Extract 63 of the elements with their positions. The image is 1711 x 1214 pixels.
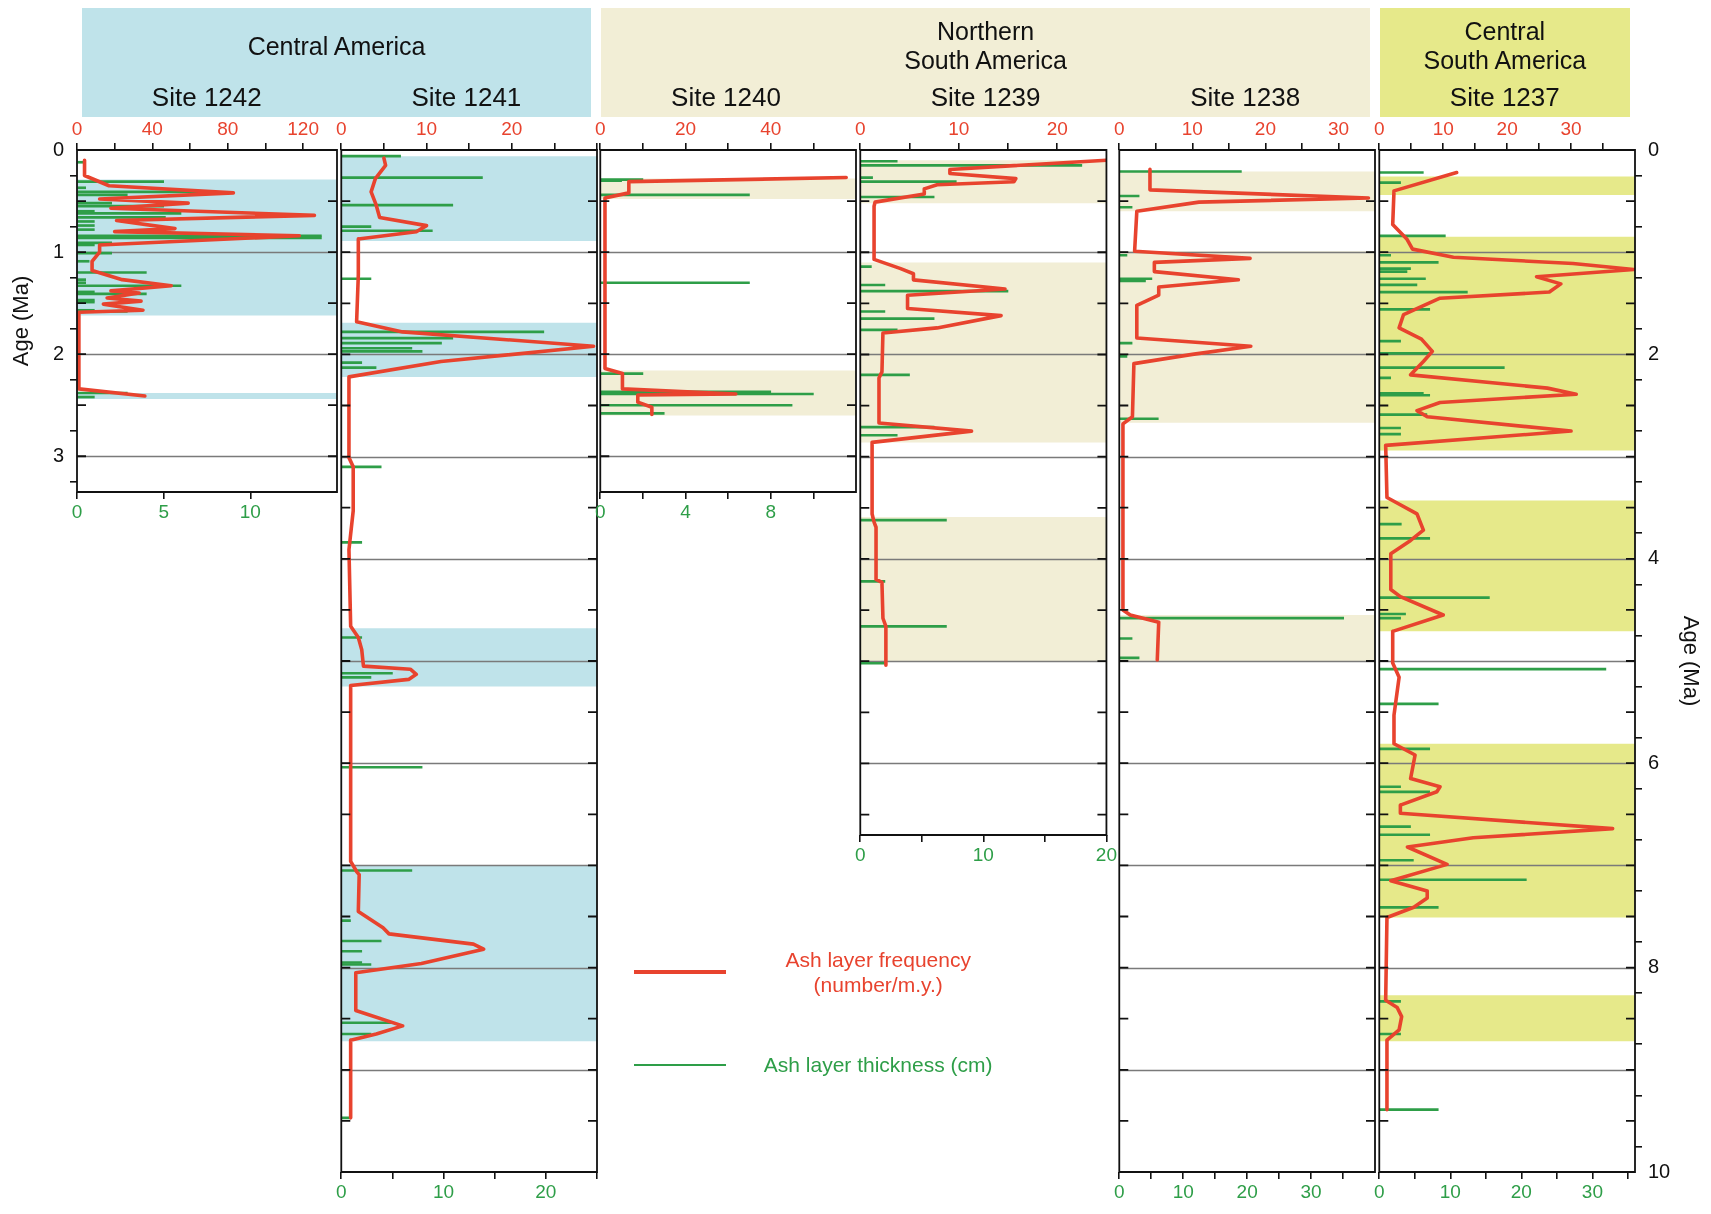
x2-tick-label: 40	[141, 117, 163, 139]
y-tick-label: 0	[1648, 137, 1660, 160]
chart-title: Site 1242	[150, 81, 263, 114]
chart-title: Site 1239	[929, 81, 1042, 114]
x2-tick-label: 10	[1432, 117, 1454, 139]
x-tick-label: 10	[239, 500, 261, 522]
chart-subtitle: Central South America	[1423, 17, 1587, 74]
legend-label: Ash layer thickness (cm)	[762, 1052, 994, 1078]
x2-tick-label: 20	[1496, 117, 1518, 139]
x-tick-label: 20	[1095, 843, 1117, 865]
x2-tick-label: 10	[415, 117, 437, 139]
y-tick-label: 10	[1648, 1159, 1671, 1182]
x2-tick-label: 0	[854, 117, 866, 139]
x2-tick-label: 20	[675, 117, 697, 139]
y-tick-label: 4	[1648, 546, 1660, 569]
y-tick-label: 2	[52, 341, 64, 364]
x2-tick-label: 80	[217, 117, 239, 139]
x-tick-label: 20	[1510, 1180, 1532, 1202]
x-tick-label: 0	[854, 843, 866, 865]
x2-tick-label: 0	[1114, 117, 1125, 139]
text: Ash layer frequency (number/m.y.)	[784, 947, 972, 998]
y-tick-label: 8	[1648, 955, 1660, 978]
chart-title: Site 1237	[1448, 81, 1561, 114]
x2-tick-label: 30	[1560, 117, 1582, 139]
chart-title: Site 1240	[670, 81, 782, 114]
x-tick-label: 8	[765, 500, 777, 522]
x-tick-label: 20	[534, 1180, 557, 1202]
x2-tick-label: 0	[1373, 117, 1385, 139]
x-tick-label: 30	[1300, 1180, 1323, 1202]
y-axis-title: Age (Ma)	[8, 275, 34, 367]
x2-tick-label: 10	[1182, 117, 1204, 139]
chart-subtitle: Central America	[247, 31, 426, 60]
y-tick-label: 0	[52, 137, 64, 160]
x-tick-label: 0	[1114, 1180, 1125, 1202]
chart-title: Site 1238	[1189, 81, 1302, 114]
x2-tick-label: 20	[1046, 117, 1068, 139]
x-tick-label: 10	[1439, 1180, 1461, 1202]
x2-tick-label: 0	[71, 117, 83, 139]
x2-tick-label: 10	[947, 117, 970, 139]
x2-tick-label: 0	[595, 117, 606, 139]
x-tick-label: 20	[1236, 1180, 1259, 1202]
x2-tick-label: 20	[1255, 117, 1277, 139]
y-tick-label: 6	[1648, 750, 1660, 773]
y-tick-label: 3	[52, 443, 64, 466]
x2-tick-label: 0	[335, 117, 347, 139]
x-tick-label: 10	[972, 843, 994, 865]
x-tick-label: 5	[158, 500, 169, 522]
x-tick-label: 0	[335, 1180, 347, 1202]
x-tick-label: 10	[432, 1180, 454, 1202]
x2-tick-label: 30	[1328, 117, 1350, 139]
x-tick-label: 0	[71, 500, 83, 522]
y-axis-title: Age (Ma)	[1678, 615, 1704, 707]
x2-tick-label: 20	[500, 117, 522, 139]
x-tick-label: 30	[1581, 1180, 1603, 1202]
y-tick-label: 1	[52, 239, 64, 262]
x2-tick-label: 40	[760, 117, 782, 139]
x-tick-label: 10	[1173, 1180, 1195, 1202]
x2-tick-label: 120	[287, 117, 319, 139]
x-tick-label: 4	[680, 500, 692, 522]
x-tick-label: 0	[1373, 1180, 1385, 1202]
chart-subtitle: Northern South America	[904, 17, 1067, 74]
y-tick-label: 2	[1648, 341, 1660, 364]
chart-title: Site 1241	[410, 81, 523, 114]
